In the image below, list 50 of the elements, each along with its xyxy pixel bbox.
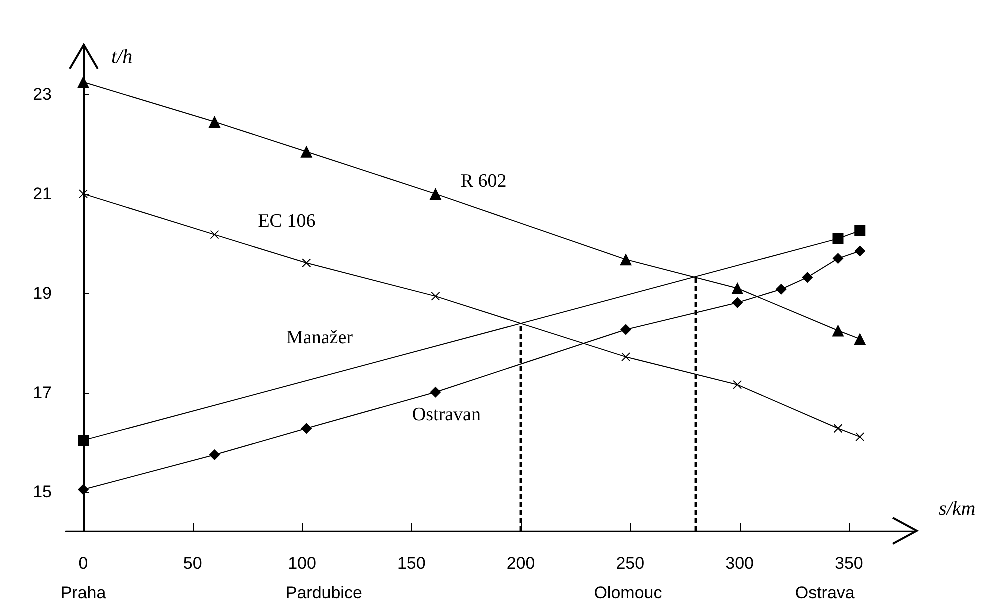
point: [622, 352, 631, 362]
point: [78, 435, 89, 446]
x-tick-label: 350: [834, 554, 864, 573]
text: Ostrava: [795, 584, 856, 602]
y-tick-label: 15: [33, 482, 52, 502]
y-tick-label: 21: [33, 184, 52, 204]
series-label: R 602: [460, 171, 507, 192]
x-axis-title: s/km: [939, 498, 976, 520]
x-tick-label: 250: [616, 554, 645, 573]
x-tick-label: 150: [397, 554, 426, 573]
point: [302, 258, 312, 268]
point: [854, 225, 866, 236]
point: [208, 116, 221, 128]
point: [620, 324, 632, 336]
point: [301, 423, 312, 434]
point: [733, 380, 742, 390]
y-tick-label: 17: [33, 383, 52, 402]
point: [78, 76, 90, 88]
point: [430, 188, 442, 200]
y-tick-label: 23: [33, 85, 52, 104]
point: [210, 230, 220, 240]
point: [854, 246, 866, 257]
point: [832, 324, 844, 337]
series-label: Manažer: [286, 328, 354, 349]
text: Praha: [60, 584, 107, 602]
point: [431, 292, 440, 301]
y-tick-label: 19: [33, 284, 52, 303]
text: Pardubice: [286, 584, 362, 602]
series-label: Ostravan: [412, 404, 482, 426]
point: [832, 253, 844, 264]
point: [834, 424, 843, 434]
point: [776, 284, 787, 295]
y-axis-title: t/h: [112, 46, 133, 68]
x-tick-label: 200: [506, 554, 536, 573]
point: [832, 233, 844, 244]
point: [620, 254, 632, 266]
x-tick-label: 0: [78, 554, 88, 573]
point: [854, 333, 866, 346]
point: [856, 432, 865, 442]
series-label: EC 106: [258, 210, 316, 232]
point: [300, 146, 313, 158]
text: Olomouc: [594, 584, 663, 602]
x-tick-label: 100: [288, 554, 316, 573]
point: [430, 386, 442, 398]
point: [732, 282, 744, 294]
point: [802, 272, 814, 284]
point: [209, 449, 220, 460]
x-tick-label: 300: [726, 554, 754, 573]
point: [732, 297, 744, 308]
x-tick-label: 50: [183, 554, 202, 573]
